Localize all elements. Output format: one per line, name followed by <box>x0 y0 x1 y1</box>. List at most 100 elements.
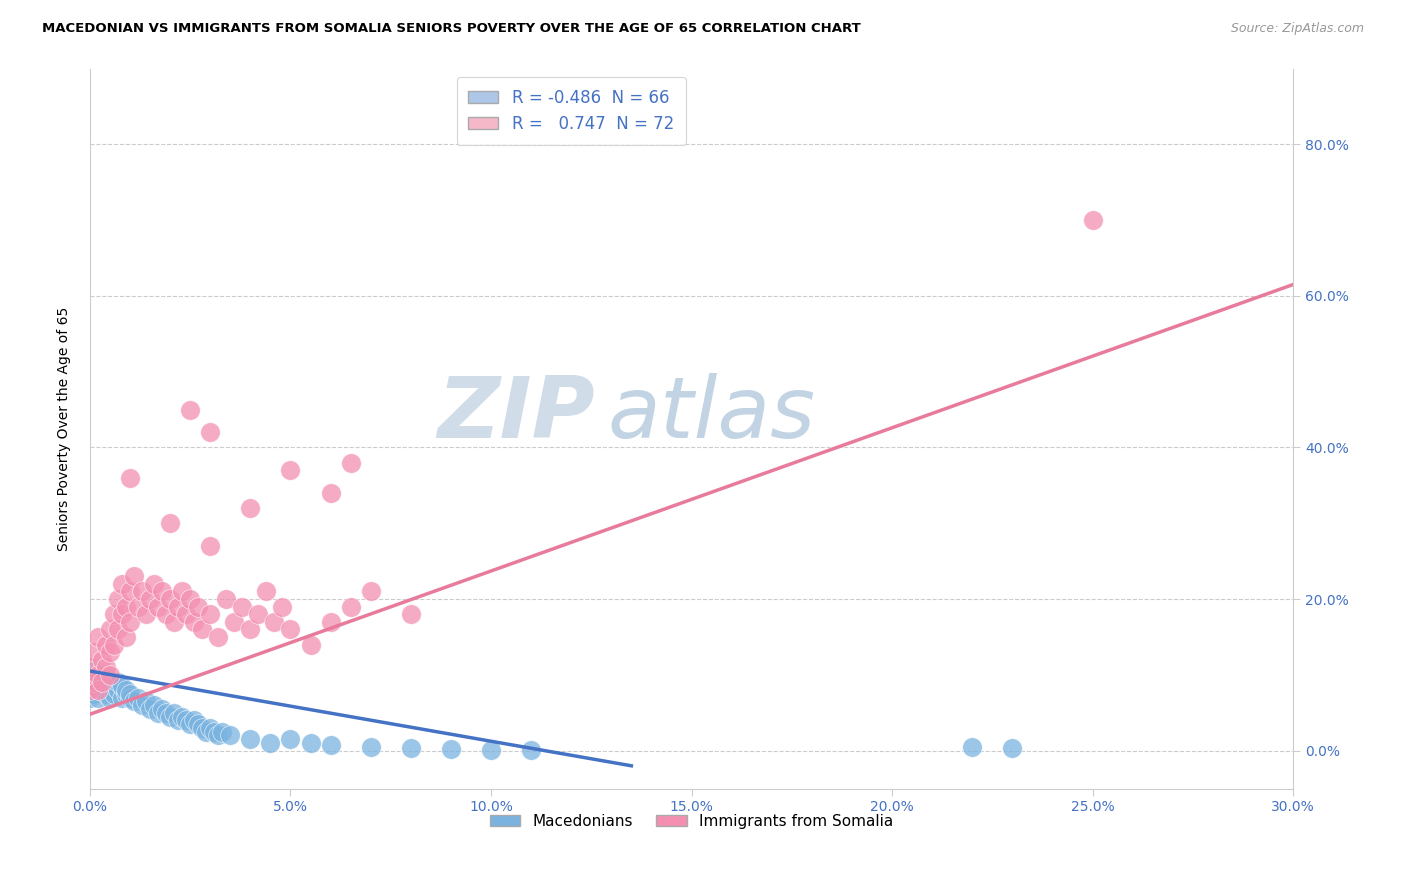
Point <box>179 717 201 731</box>
Point <box>122 694 145 708</box>
Point <box>183 714 205 728</box>
Point <box>83 645 105 659</box>
Point <box>163 706 186 720</box>
Point <box>103 687 125 701</box>
Point <box>135 694 157 708</box>
Point <box>107 675 129 690</box>
Point <box>215 592 238 607</box>
Point <box>115 599 138 614</box>
Point <box>146 599 169 614</box>
Legend: Macedonians, Immigrants from Somalia: Macedonians, Immigrants from Somalia <box>484 807 900 835</box>
Point <box>167 599 190 614</box>
Point <box>98 623 121 637</box>
Point <box>98 675 121 690</box>
Point <box>207 729 229 743</box>
Point <box>159 592 181 607</box>
Point <box>159 516 181 531</box>
Point <box>87 668 110 682</box>
Y-axis label: Seniors Poverty Over the Age of 65: Seniors Poverty Over the Age of 65 <box>58 306 72 550</box>
Point <box>299 736 322 750</box>
Point <box>211 724 233 739</box>
Point <box>191 721 214 735</box>
Point <box>200 539 222 553</box>
Point <box>107 683 129 698</box>
Point <box>91 675 114 690</box>
Text: MACEDONIAN VS IMMIGRANTS FROM SOMALIA SENIORS POVERTY OVER THE AGE OF 65 CORRELA: MACEDONIAN VS IMMIGRANTS FROM SOMALIA SE… <box>42 22 860 36</box>
Point <box>155 706 177 720</box>
Point <box>207 630 229 644</box>
Point <box>239 623 262 637</box>
Point <box>94 660 117 674</box>
Point <box>115 630 138 644</box>
Point <box>1081 213 1104 227</box>
Point <box>139 592 162 607</box>
Point <box>83 675 105 690</box>
Point <box>111 607 134 622</box>
Point <box>146 706 169 720</box>
Point <box>118 615 141 629</box>
Point <box>98 668 121 682</box>
Point <box>962 739 984 754</box>
Point <box>280 732 302 747</box>
Point <box>79 679 101 693</box>
Point <box>263 615 285 629</box>
Point <box>187 599 209 614</box>
Point <box>479 743 502 757</box>
Point <box>83 675 105 690</box>
Point <box>79 660 101 674</box>
Point <box>107 592 129 607</box>
Point <box>103 607 125 622</box>
Point <box>172 709 194 723</box>
Point <box>299 638 322 652</box>
Point <box>520 743 543 757</box>
Point <box>174 714 197 728</box>
Point <box>87 668 110 682</box>
Point <box>98 645 121 659</box>
Point <box>79 660 101 674</box>
Point <box>219 729 242 743</box>
Point <box>399 607 422 622</box>
Point <box>280 463 302 477</box>
Point <box>440 742 463 756</box>
Point <box>172 584 194 599</box>
Point <box>87 679 110 693</box>
Point <box>271 599 294 614</box>
Point <box>200 607 222 622</box>
Point <box>103 679 125 693</box>
Point <box>247 607 270 622</box>
Point <box>115 683 138 698</box>
Point <box>115 687 138 701</box>
Point <box>339 599 361 614</box>
Point <box>94 638 117 652</box>
Point <box>98 690 121 705</box>
Point <box>118 687 141 701</box>
Point <box>131 698 153 713</box>
Point <box>280 623 302 637</box>
Point <box>83 687 105 701</box>
Point <box>239 501 262 516</box>
Point <box>319 738 342 752</box>
Point <box>239 732 262 747</box>
Point <box>200 721 222 735</box>
Point <box>399 741 422 756</box>
Point <box>111 690 134 705</box>
Point <box>87 683 110 698</box>
Point <box>183 615 205 629</box>
Point <box>259 736 281 750</box>
Point <box>122 569 145 583</box>
Point <box>79 672 101 686</box>
Point <box>111 577 134 591</box>
Point <box>191 623 214 637</box>
Point <box>139 702 162 716</box>
Point <box>150 584 173 599</box>
Point <box>179 402 201 417</box>
Point <box>319 615 342 629</box>
Point <box>150 702 173 716</box>
Point <box>91 653 114 667</box>
Point <box>91 672 114 686</box>
Point <box>98 683 121 698</box>
Point <box>360 584 382 599</box>
Text: Source: ZipAtlas.com: Source: ZipAtlas.com <box>1230 22 1364 36</box>
Point <box>224 615 246 629</box>
Point <box>200 425 222 440</box>
